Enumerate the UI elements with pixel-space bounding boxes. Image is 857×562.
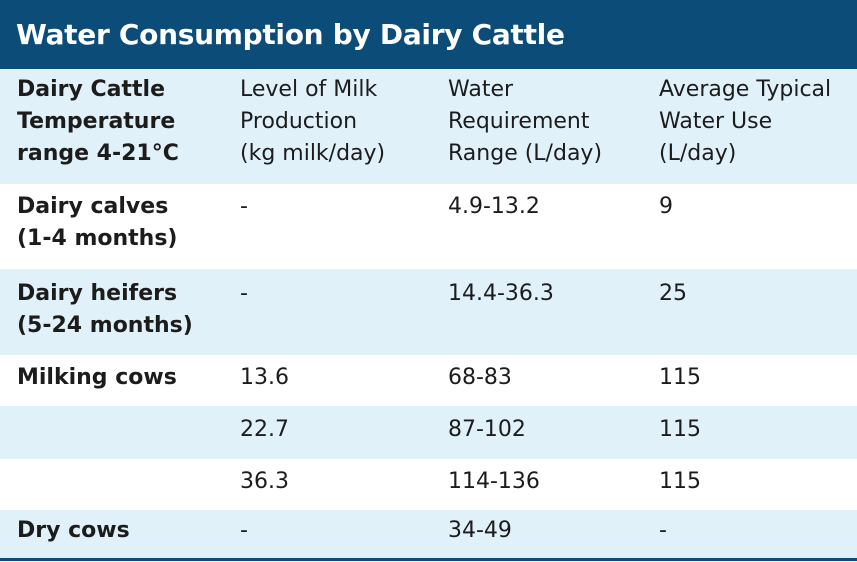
row-label: Dairy calves (1-4 months) bbox=[17, 194, 178, 251]
table-header-row: Dairy Cattle Temperature range 4-21°C Le… bbox=[0, 69, 857, 184]
water-requirement-value: 34-49 bbox=[448, 518, 512, 543]
average-water-use-value: 115 bbox=[659, 365, 701, 390]
table-row: 22.7 87-102 115 bbox=[0, 406, 857, 459]
column-header-water-requirement: Water Requirement Range (L/day) bbox=[448, 77, 603, 166]
water-requirement-value: 4.9-13.2 bbox=[448, 194, 540, 219]
water-requirement-value: 87-102 bbox=[448, 417, 526, 442]
row-label: Dairy heifers (5-24 months) bbox=[17, 281, 193, 338]
average-water-use-value: 9 bbox=[659, 194, 673, 219]
milk-production-value: - bbox=[240, 281, 248, 306]
table-title: Water Consumption by Dairy Cattle bbox=[16, 18, 565, 51]
row-label: Milking cows bbox=[17, 365, 177, 390]
average-water-use-value: 115 bbox=[659, 469, 701, 494]
table-row: Dairy calves (1-4 months) - 4.9-13.2 9 bbox=[0, 184, 857, 269]
milk-production-value: 13.6 bbox=[240, 365, 289, 390]
table-row: Dairy heifers (5-24 months) - 14.4-36.3 … bbox=[0, 269, 857, 355]
average-water-use-value: - bbox=[659, 518, 667, 543]
table-row: 36.3 114-136 115 bbox=[0, 459, 857, 510]
water-requirement-value: 114-136 bbox=[448, 469, 540, 494]
column-header-cattle-type: Dairy Cattle Temperature range 4-21°C bbox=[17, 77, 179, 166]
table-bottom-rule bbox=[0, 558, 857, 561]
table-row: Dry cows - 34-49 - bbox=[0, 510, 857, 558]
average-water-use-value: 25 bbox=[659, 281, 687, 306]
table-title-bar: Water Consumption by Dairy Cattle bbox=[0, 0, 857, 69]
column-header-average-water-use: Average Typical Water Use (L/day) bbox=[659, 77, 832, 166]
milk-production-value: 36.3 bbox=[240, 469, 289, 494]
column-header-milk-production: Level of Milk Production (kg milk/day) bbox=[240, 77, 386, 166]
milk-production-value: - bbox=[240, 518, 248, 543]
water-requirement-value: 14.4-36.3 bbox=[448, 281, 554, 306]
water-requirement-value: 68-83 bbox=[448, 365, 512, 390]
row-label: Dry cows bbox=[17, 518, 130, 543]
average-water-use-value: 115 bbox=[659, 417, 701, 442]
milk-production-value: - bbox=[240, 194, 248, 219]
table-row: Milking cows 13.6 68-83 115 bbox=[0, 355, 857, 406]
milk-production-value: 22.7 bbox=[240, 417, 289, 442]
